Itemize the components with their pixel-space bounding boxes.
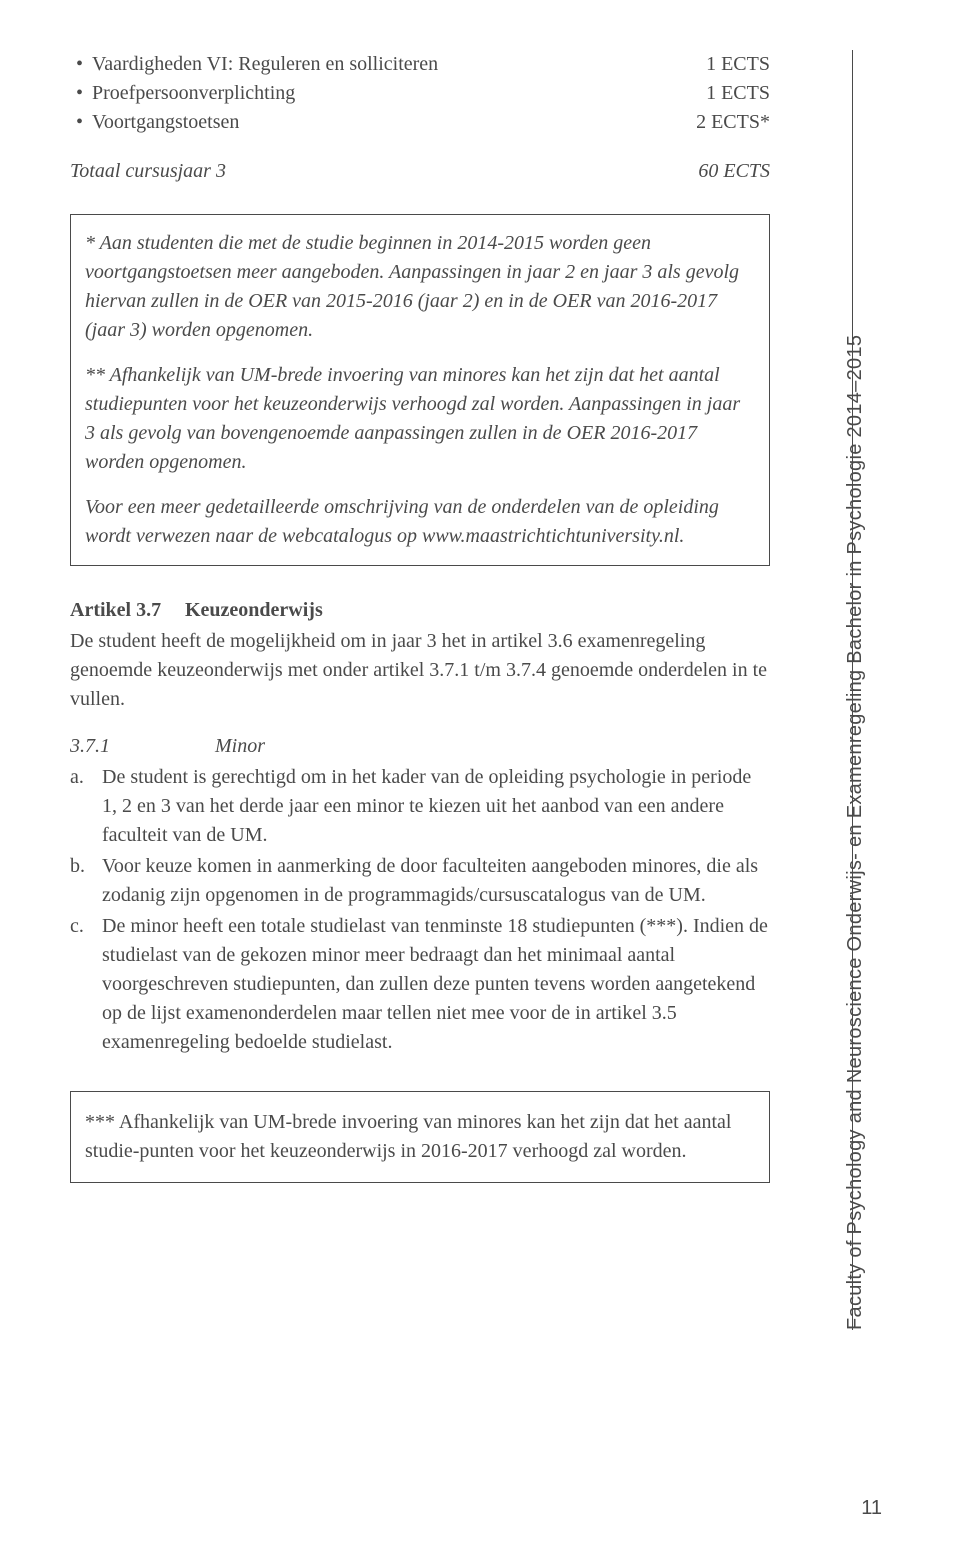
subarticle-title: Minor — [215, 735, 265, 757]
note-text: *** Afhankelijk van UM-brede invoering v… — [85, 1111, 731, 1162]
sidebar-label: Faculty of Psychology and Neuroscience O… — [844, 335, 867, 1330]
list-item: b. Voor keuze komen in aanmerking de doo… — [70, 852, 770, 910]
article-body: De student heeft de mogelijkheid om in j… — [70, 627, 770, 714]
note-box-1: * Aan studenten die met de studie beginn… — [70, 214, 770, 566]
note-paragraph: * Aan studenten die met de studie beginn… — [85, 229, 755, 345]
total-row: Totaal cursusjaar 3 60 ECTS — [70, 157, 770, 186]
list-item: c. De minor heeft een totale studielast … — [70, 912, 770, 1057]
total-label: Totaal cursusjaar 3 — [70, 157, 226, 186]
note-paragraph: Voor een meer gedetailleerde omschrijvin… — [85, 493, 755, 551]
list-letter: c. — [70, 912, 84, 941]
sidebar-rule: Faculty of Psychology and Neuroscience O… — [852, 50, 882, 1330]
course-item: Voortgangstoetsen 2 ECTS* — [70, 108, 770, 137]
course-name: Proefpersoonverplichting — [92, 79, 295, 108]
list-text: De minor heeft een totale studielast van… — [102, 915, 768, 1053]
page-content: Vaardigheden VI: Reguleren en solliciter… — [70, 50, 770, 1183]
list-letter: a. — [70, 763, 84, 792]
list-text: Voor keuze komen in aanmerking de door f… — [102, 855, 758, 906]
article-number: Artikel 3.7 — [70, 596, 180, 625]
course-name: Vaardigheden VI: Reguleren en solliciter… — [92, 50, 438, 79]
page-number: 11 — [861, 1497, 882, 1520]
article-3-7: Artikel 3.7 Keuzeonderwijs De student he… — [70, 596, 770, 714]
note-paragraph: ** Afhankelijk van UM-brede invoering va… — [85, 361, 755, 477]
course-item: Proefpersoonverplichting 1 ECTS — [70, 79, 770, 108]
total-ects: 60 ECTS — [698, 157, 770, 186]
note-box-2: *** Afhankelijk van UM-brede invoering v… — [70, 1091, 770, 1183]
article-heading: Artikel 3.7 Keuzeonderwijs — [70, 596, 770, 625]
course-item: Vaardigheden VI: Reguleren en solliciter… — [70, 50, 770, 79]
subarticle-number: 3.7.1 — [70, 732, 210, 761]
course-name: Voortgangstoetsen — [92, 108, 239, 137]
list-letter: b. — [70, 852, 85, 881]
letter-list: a. De student is gerechtigd om in het ka… — [70, 763, 770, 1057]
subarticle-heading: 3.7.1 Minor — [70, 732, 770, 761]
course-list: Vaardigheden VI: Reguleren en solliciter… — [70, 50, 770, 137]
list-item: a. De student is gerechtigd om in het ka… — [70, 763, 770, 850]
article-title: Keuzeonderwijs — [185, 599, 323, 621]
list-text: De student is gerechtigd om in het kader… — [102, 766, 751, 846]
course-ects: 1 ECTS — [706, 79, 770, 108]
course-ects: 2 ECTS* — [696, 108, 770, 137]
subarticle-3-7-1: 3.7.1 Minor a. De student is gerechtigd … — [70, 732, 770, 1057]
course-ects: 1 ECTS — [706, 50, 770, 79]
